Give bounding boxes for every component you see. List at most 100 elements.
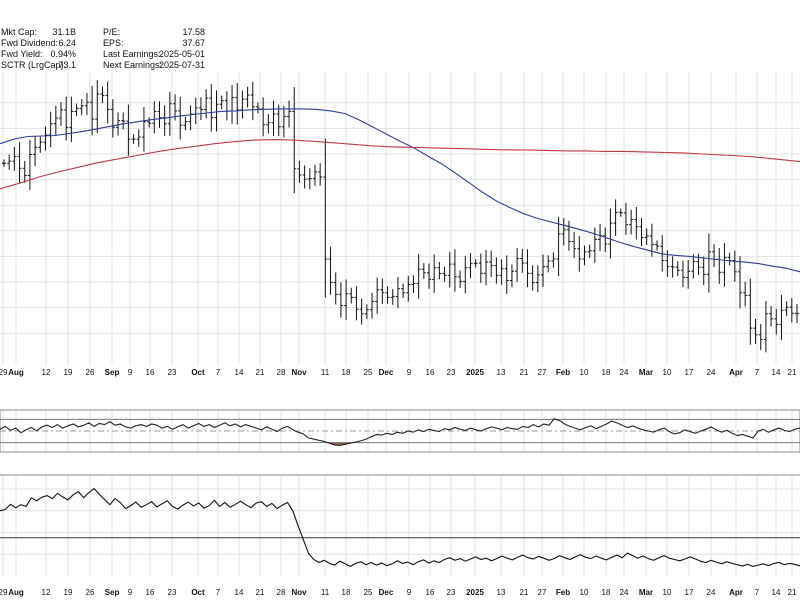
rel-x-tick-label: 11 [321,588,330,597]
ohlc-bar [427,263,432,289]
rel-x-tick-label: Feb [556,588,570,597]
price-x-tick-label: Aug [8,368,24,377]
ohlc-bar [489,250,494,278]
ohlc-bar [473,259,478,268]
info-value-eps: 37.67 [182,38,205,48]
oscillator-panel [0,409,800,453]
ohlc-bar [209,84,214,132]
price-x-tick-label: 18 [602,368,611,377]
ohlc-bar [131,134,136,144]
ohlc-bar [74,103,79,117]
rel-x-tick-label: 23 [168,588,177,597]
ohlc-bar [748,278,753,345]
ohlc-bar [64,96,69,141]
info-block: Mkt Cap: 31.1B Fwd Dividend: 6.24 Fwd Yi… [1,27,205,70]
ohlc-bar [338,282,343,318]
ohlc-bar [307,168,312,190]
relative-panel [0,474,800,568]
ohlc-bar [421,263,426,279]
ohlc-bar [603,227,608,253]
rel-x-tick-label: 24 [707,588,716,597]
info-label-last-earnings: Last Earnings: [103,49,161,59]
info-value-next-earnings: 2025-07-31 [159,60,205,70]
ohlc-bar [27,140,32,190]
info-label-next-earnings: Next Earnings: [103,60,162,70]
ohlc-bar [230,84,235,124]
ohlc-bar [509,264,514,288]
ohlc-bar [344,279,349,320]
ohlc-bar [390,289,395,305]
ohlc-bar [79,99,84,116]
ohlc-bar [152,101,157,134]
oscillator-line [0,418,800,447]
ohlc-bar [17,142,22,183]
ohlc-bar [499,259,504,285]
price-x-tick-label: 26 [86,368,95,377]
ohlc-bar [193,97,198,125]
ohlc-bar [535,265,540,293]
ohlc-bar [758,324,763,351]
ohlc-bar [250,81,255,121]
rel-x-tick-label: 25 [364,588,373,597]
ohlc-bar [432,254,437,293]
ohlc-bar [468,253,473,279]
price-x-tick-label: 29 [0,368,8,377]
ohlc-bar [779,294,784,340]
rel-x-tick-label: 16 [146,588,155,597]
ohlc-bar [95,80,100,133]
ohlc-bar [743,281,748,307]
price-x-tick-label: 11 [321,368,330,377]
ohlc-bar [48,111,53,148]
ohlc-bar [2,159,6,167]
price-x-tick-label: 17 [685,368,694,377]
ohlc-bar [385,286,390,304]
ohlc-bar [183,116,188,131]
info-value-pe: 17.58 [182,27,205,37]
price-x-tick-label: Mar [639,368,653,377]
rel-x-tick-label: 16 [426,588,435,597]
ohlc-bar [53,105,58,136]
rel-x-tick-label: 7 [755,588,760,597]
ohlc-bar [774,308,779,335]
rel-x-tick-label: 28 [277,588,286,597]
ohlc-bar [644,228,649,245]
ohlc-bar [121,112,126,130]
ohlc-bar [577,235,582,272]
ohlc-bar [587,244,592,259]
ohlc-bar [629,209,634,235]
rel-x-tick-label: 13 [497,588,506,597]
ohlc-bar [706,233,711,293]
rel-x-tick-label: 21 [520,588,529,597]
rel-x-tick-label: 10 [663,588,672,597]
price-x-tick-label: Apr [729,368,743,377]
ohlc-bar [494,257,499,284]
ohlc-bar [484,250,489,286]
rel-x-tick-label: 29 [0,588,8,597]
ohlc-bar [478,253,483,283]
ohlc-bar [458,270,463,288]
ohlc-bar [452,249,457,292]
ohlc-bar [178,96,183,140]
ohlc-bar [546,255,551,273]
info-value-fwd-yield: 0.94% [50,49,76,59]
price-x-tick-label: 28 [277,368,286,377]
rel-x-tick-label: 21 [788,588,797,597]
price-x-tick-label: Feb [556,368,570,377]
price-x-tick-label: 25 [364,368,373,377]
price-x-tick-label: 12 [42,368,51,377]
price-x-tick-label: 27 [538,368,547,377]
ohlc-bar [271,100,276,136]
price-x-tick-label: 16 [146,368,155,377]
price-x-tick-label: Dec [379,368,394,377]
ohlc-bar [561,218,566,246]
rel-x-tick-label: 17 [685,588,694,597]
ohlc-bar [318,163,323,186]
rel-x-tick-label: 27 [538,588,547,597]
ohlc-bar [276,104,281,137]
sma-short-line [0,108,800,273]
price-x-tick-label: 16 [426,368,435,377]
ohlc-bar [701,256,706,285]
ohlc-bar [722,243,727,287]
ohlc-bar [406,275,411,302]
ohlc-bar [33,135,38,167]
